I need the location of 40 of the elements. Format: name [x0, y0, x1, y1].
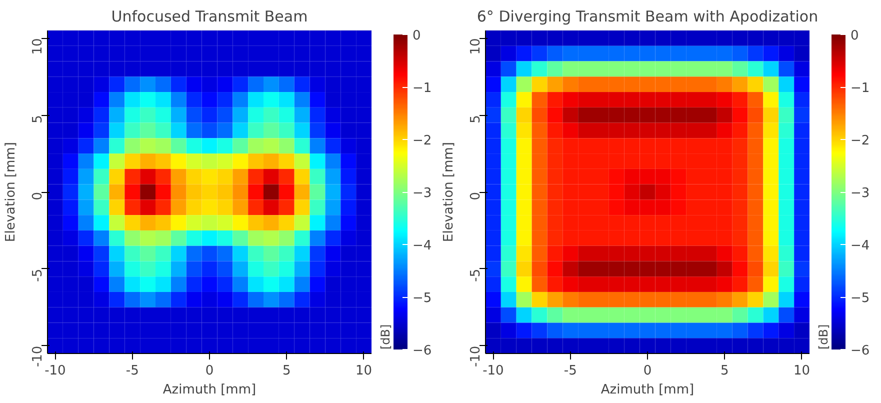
x-tick-label: -10: [482, 364, 504, 378]
color-bar-label: −4: [850, 238, 870, 254]
y-tick-label: -5: [468, 268, 484, 282]
color-bar-label: −1: [412, 81, 432, 96]
color-bar-title: [dB]: [378, 324, 392, 350]
x-tick-label: 0: [205, 364, 214, 378]
y-tick-label: 5: [468, 115, 484, 124]
color-bar-label: −2: [850, 134, 870, 148]
x-tick-label: -10: [44, 364, 66, 378]
x-tick-label: 0: [643, 364, 652, 378]
chart-title: 6° Diverging Transmit Beam with Apodization: [476, 8, 818, 26]
y-tick-label: 0: [468, 192, 484, 200]
color-bar-label: −4: [412, 238, 432, 254]
x-tick-label: 10: [356, 364, 372, 378]
color-bar-label: −6: [850, 344, 870, 358]
x-axis-title: Azimuth [mm]: [162, 382, 256, 398]
color-bar-label: −2: [412, 134, 432, 148]
x-axis-title: Azimuth [mm]: [600, 382, 694, 398]
y-axis-title: Elevation [mm]: [4, 142, 18, 242]
color-bar-label: −5: [412, 291, 432, 306]
color-bar-label: 0: [412, 28, 421, 44]
y-tick-label: 10: [468, 38, 484, 55]
y-tick-label: 5: [30, 115, 46, 124]
color-bar-label: −3: [850, 186, 870, 201]
color-bar-label: −5: [850, 291, 870, 306]
y-tick-label: 10: [30, 38, 46, 55]
color-bar-label: −3: [412, 186, 432, 201]
color-bar-label: 0: [850, 28, 859, 44]
color-bar-label: −6: [412, 344, 432, 358]
color-bar-label: −1: [850, 81, 870, 96]
color-bar-title: [dB]: [816, 324, 830, 350]
chart-title: Unfocused Transmit Beam: [111, 8, 308, 26]
y-tick-label: 0: [30, 192, 46, 200]
x-tick-label: -5: [564, 364, 577, 378]
x-tick-label: 10: [794, 364, 810, 378]
y-axis-title: Elevation [mm]: [442, 142, 456, 242]
x-tick-label: 5: [720, 364, 729, 378]
x-tick-label: 5: [282, 364, 291, 378]
y-tick-label: -5: [30, 268, 46, 282]
x-tick-label: -5: [126, 364, 139, 378]
